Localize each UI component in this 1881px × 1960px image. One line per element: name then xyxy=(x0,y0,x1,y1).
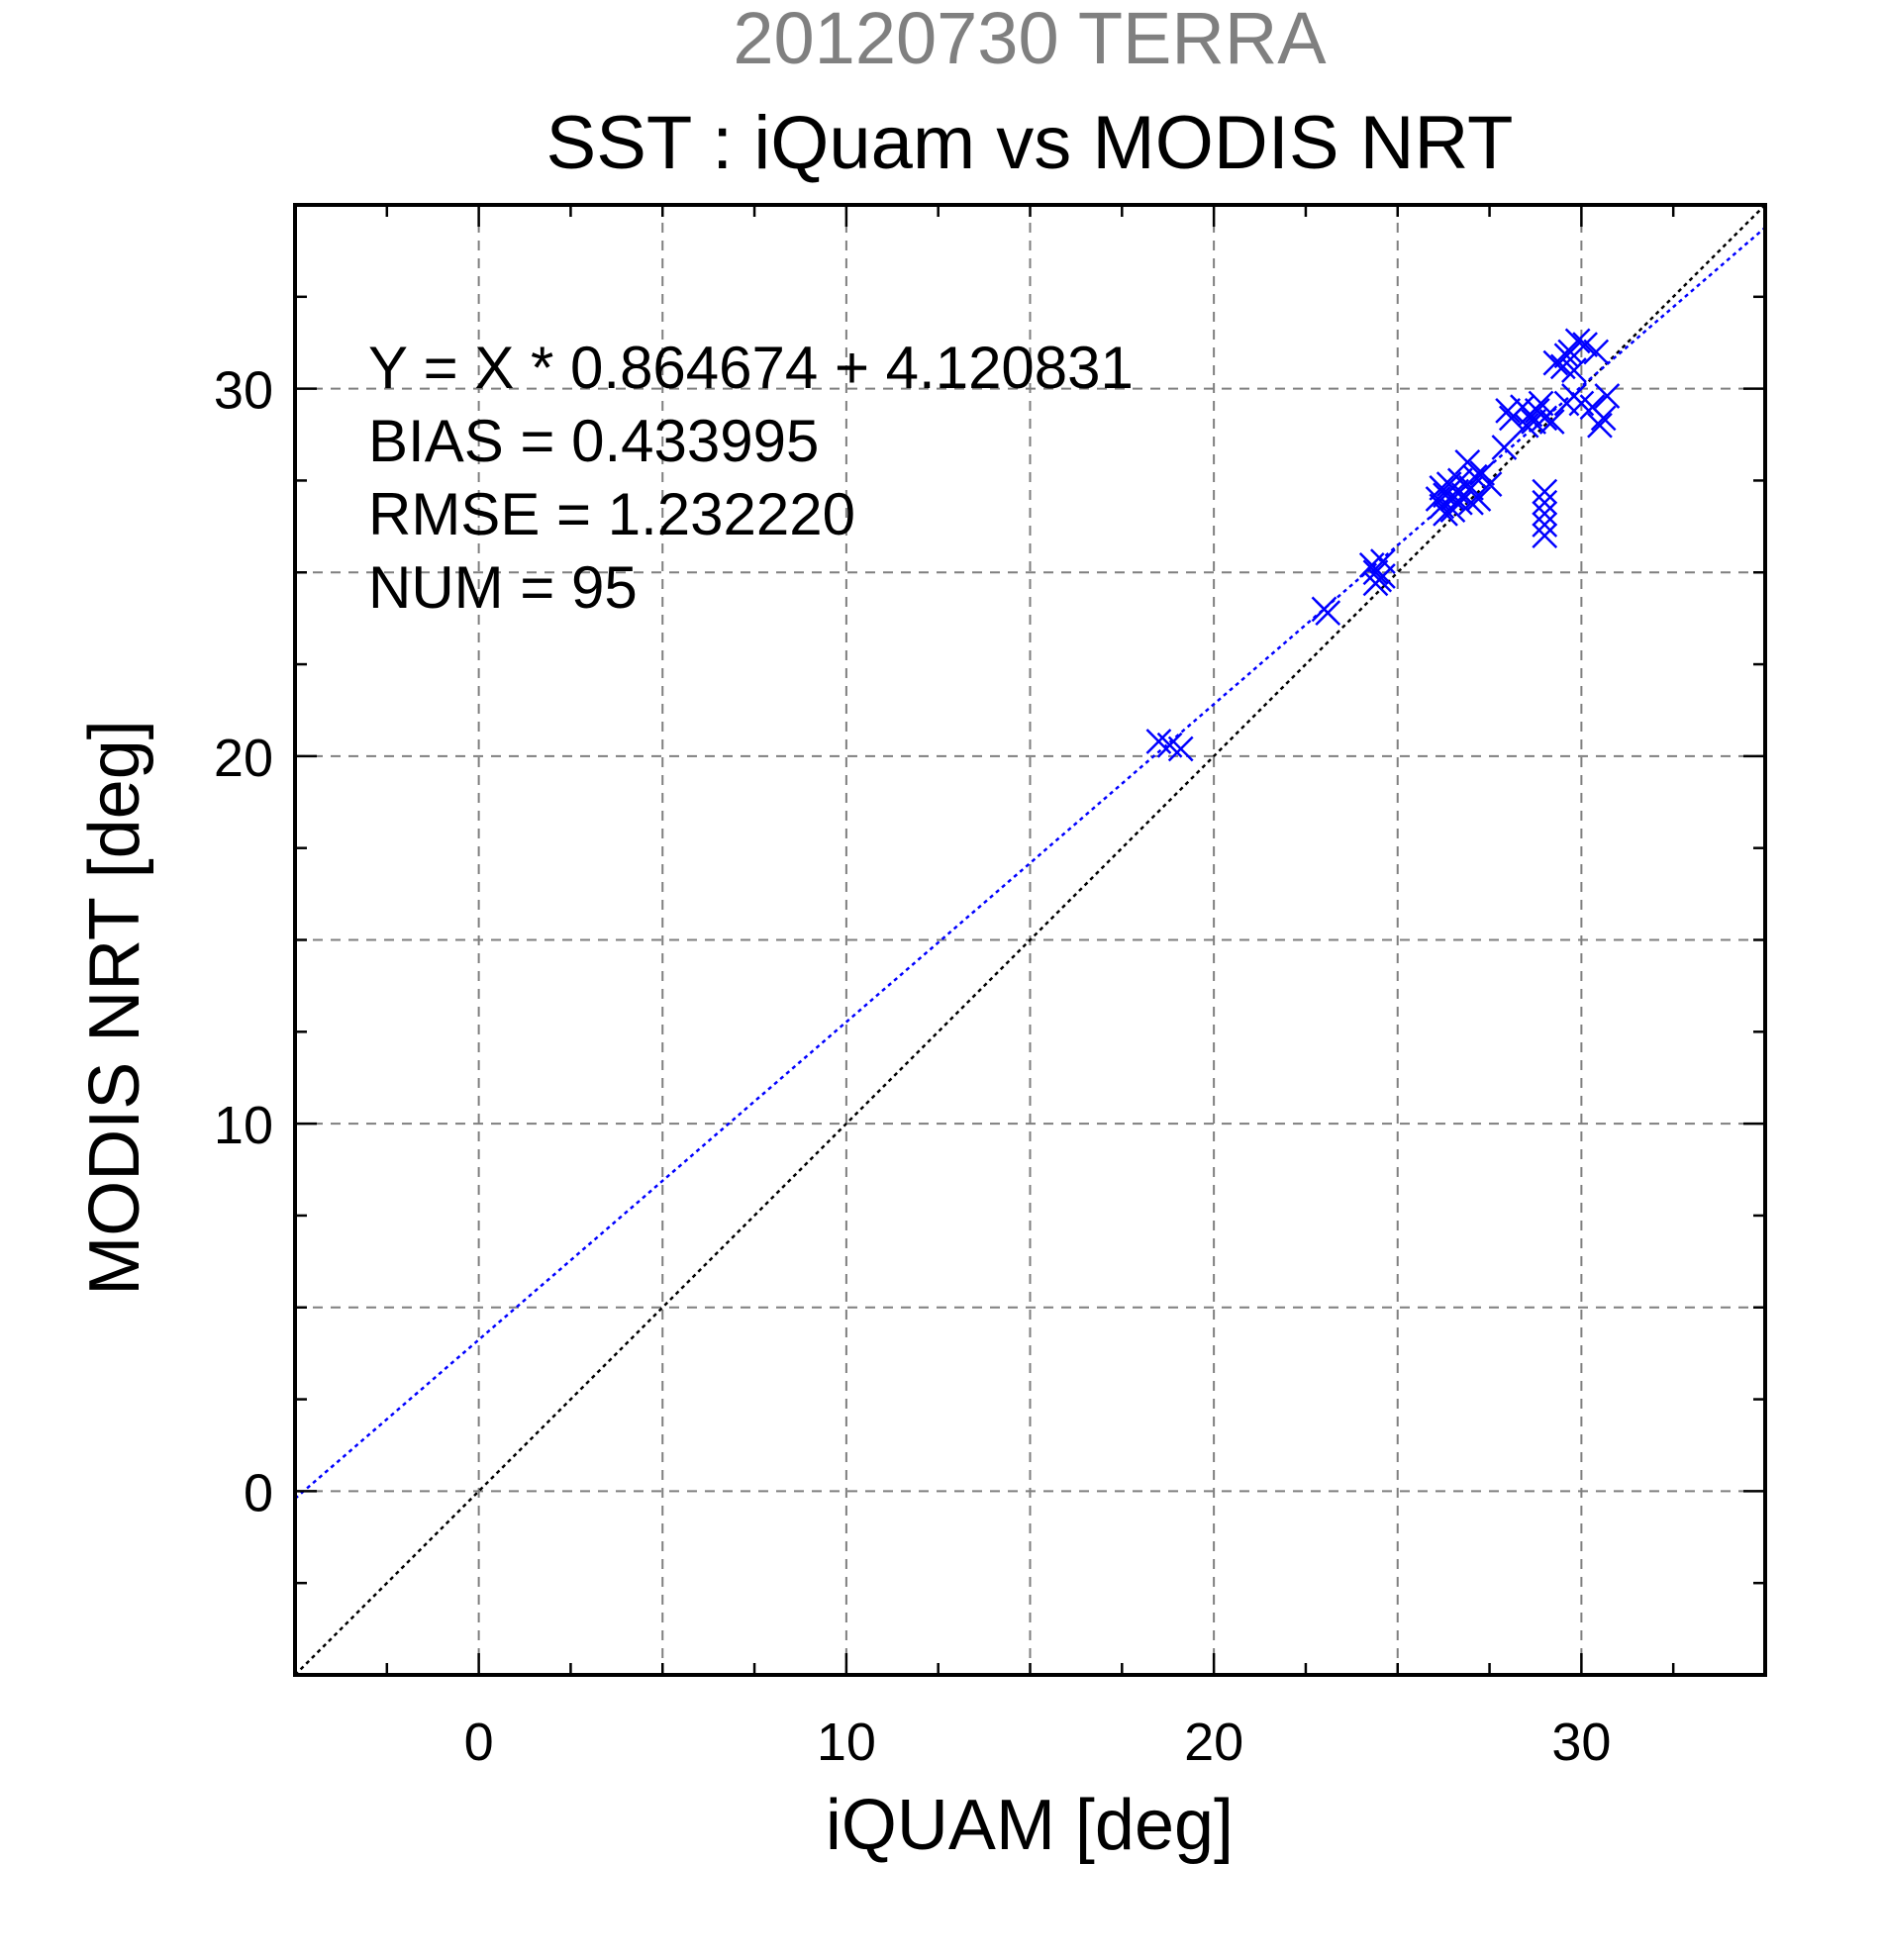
num-value: NUM = 95 xyxy=(368,554,638,621)
data-point-stroke xyxy=(1167,735,1194,762)
data-point xyxy=(1590,405,1617,432)
regression-equation: Y = X * 0.864674 + 4.120831 xyxy=(368,335,1134,401)
data-point xyxy=(1532,500,1558,527)
data-point-stroke xyxy=(1145,729,1172,754)
data-point-stroke xyxy=(1564,328,1591,354)
data-point-stroke xyxy=(1583,339,1610,365)
data-point xyxy=(1465,486,1492,512)
bias-value: BIAS = 0.433995 xyxy=(368,408,819,474)
data-point-stroke xyxy=(1476,471,1503,498)
data-point xyxy=(1491,435,1518,460)
data-point xyxy=(1532,405,1558,432)
data-point xyxy=(1532,523,1558,549)
data-point-stroke xyxy=(1528,390,1554,417)
data-point-stroke xyxy=(1362,559,1389,586)
data-point-stroke xyxy=(1315,600,1341,626)
data-point xyxy=(1469,460,1496,486)
data-point-stroke xyxy=(1561,357,1587,383)
data-point xyxy=(1587,412,1613,439)
data-point-stroke xyxy=(1495,398,1522,424)
data-point xyxy=(1542,349,1569,376)
regression-line xyxy=(294,226,1766,1500)
data-point xyxy=(1476,471,1503,498)
x-axis-label: iQUAM [deg] xyxy=(826,1786,1234,1865)
tick-labels: 0 10 20 30 0 10 20 30 xyxy=(214,361,1611,1772)
data-point-stroke xyxy=(1370,563,1396,589)
data-point-stroke xyxy=(1446,467,1473,494)
data-point-stroke xyxy=(1532,489,1558,516)
stats-box: Y = X * 0.864674 + 4.120831 BIAS = 0.433… xyxy=(368,335,1134,621)
data-point xyxy=(1315,600,1341,626)
data-point-stroke xyxy=(1156,732,1183,758)
data-point-stroke xyxy=(1532,478,1558,505)
data-point xyxy=(1538,409,1565,435)
plot-frame xyxy=(293,203,1767,1677)
data-point xyxy=(1572,332,1598,357)
data-point-stroke xyxy=(1568,390,1595,417)
chart-title: SST : iQuam vs MODIS NRT xyxy=(546,101,1514,185)
data-point-stroke xyxy=(1461,463,1488,490)
chart-supertitle: 20120730 TERRA xyxy=(733,0,1327,79)
data-point xyxy=(1532,478,1558,505)
x-tick-label: 20 xyxy=(1184,1713,1243,1772)
data-point-stroke xyxy=(1572,332,1598,357)
data-point-stroke xyxy=(1446,489,1473,516)
data-point-stroke xyxy=(1594,383,1621,409)
data-point-stroke xyxy=(1532,512,1558,538)
reference-lines xyxy=(294,204,1766,1676)
data-point xyxy=(1370,563,1396,589)
data-point xyxy=(1532,489,1558,516)
data-points xyxy=(1145,328,1621,762)
x-tick-label: 30 xyxy=(1551,1713,1611,1772)
y-tick-label: 20 xyxy=(214,729,273,788)
rmse-value: RMSE = 1.232220 xyxy=(368,481,855,547)
data-point xyxy=(1167,735,1194,762)
y-tick-label: 0 xyxy=(244,1463,273,1522)
data-point xyxy=(1532,512,1558,538)
data-point-stroke xyxy=(1542,349,1569,376)
x-tick-label: 10 xyxy=(817,1713,876,1772)
data-point xyxy=(1495,398,1522,424)
data-point xyxy=(1583,339,1610,365)
data-point-stroke xyxy=(1532,523,1558,549)
data-point-stroke xyxy=(1587,412,1613,439)
data-point xyxy=(1461,463,1488,490)
data-point xyxy=(1454,448,1481,475)
data-point xyxy=(1594,383,1621,409)
data-point-stroke xyxy=(1532,405,1558,432)
data-point xyxy=(1564,328,1591,354)
identity-line xyxy=(294,204,1766,1676)
x-tick-label: 0 xyxy=(464,1713,494,1772)
data-point xyxy=(1362,559,1389,586)
y-tick-label: 10 xyxy=(214,1096,273,1155)
data-point-stroke xyxy=(1590,405,1617,432)
data-point-stroke xyxy=(1465,486,1492,512)
data-point xyxy=(1528,390,1554,417)
y-tick-label: 30 xyxy=(214,361,273,421)
data-point-stroke xyxy=(1491,435,1518,460)
data-point-stroke xyxy=(1538,409,1565,435)
data-point xyxy=(1561,357,1587,383)
data-point-stroke xyxy=(1532,500,1558,527)
data-point-stroke xyxy=(1469,460,1496,486)
data-point-stroke xyxy=(1454,448,1481,475)
y-axis-label: MODIS NRT [deg] xyxy=(75,720,154,1296)
